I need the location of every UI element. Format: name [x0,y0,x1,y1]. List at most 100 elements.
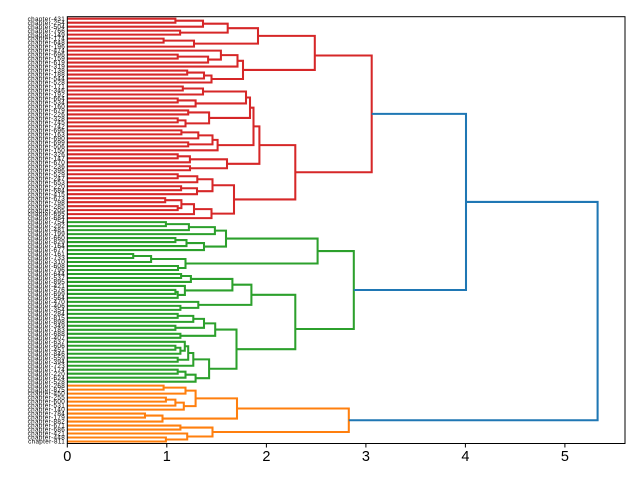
svg-text:chapter-474: chapter-474 [28,48,66,55]
svg-text:3: 3 [362,449,370,465]
svg-text:0: 0 [63,449,71,465]
svg-text:chapter-679: chapter-679 [28,108,66,115]
svg-text:chapter-798: chapter-798 [28,199,66,206]
svg-text:chapter-619: chapter-619 [28,60,66,67]
svg-text:chapter-247: chapter-247 [28,175,66,182]
svg-text:chapter-637: chapter-637 [28,339,66,346]
svg-text:chapter-673: chapter-673 [28,195,66,202]
svg-text:chapter-160: chapter-160 [28,104,66,111]
svg-text:chapter-648: chapter-648 [28,40,66,47]
svg-text:chapter-846: chapter-846 [28,351,66,358]
svg-text:chapter-406: chapter-406 [28,303,66,310]
svg-text:chapter-220: chapter-220 [28,183,66,190]
svg-text:chapter-506: chapter-506 [28,143,66,150]
svg-text:chapter-196: chapter-196 [28,44,66,51]
svg-text:1: 1 [163,449,171,465]
svg-text:chapter-504: chapter-504 [28,24,66,31]
svg-text:chapter-220: chapter-220 [28,371,66,378]
svg-text:chapter-415: chapter-415 [28,191,66,198]
svg-text:chapter-138: chapter-138 [28,68,66,75]
svg-text:chapter-684: chapter-684 [28,187,66,194]
svg-text:chapter-149: chapter-149 [28,32,66,39]
svg-text:chapter-451: chapter-451 [28,347,66,354]
svg-text:chapter-529: chapter-529 [28,171,66,178]
svg-text:chapter-606: chapter-606 [28,343,66,350]
svg-text:chapter-644: chapter-644 [28,271,66,278]
svg-text:chapter-576: chapter-576 [28,287,66,294]
svg-text:chapter-354: chapter-354 [28,307,66,314]
svg-text:chapter-690: chapter-690 [28,135,66,142]
svg-text:chapter-754: chapter-754 [28,219,66,226]
svg-text:chapter-421: chapter-421 [28,431,66,438]
svg-text:chapter-875: chapter-875 [28,387,66,394]
svg-text:chapter-664: chapter-664 [28,96,66,103]
svg-text:chapter-528: chapter-528 [28,379,66,386]
svg-text:chapter-653: chapter-653 [28,179,66,186]
svg-text:chapter-292: chapter-292 [28,223,66,230]
svg-text:chapter-326: chapter-326 [28,151,66,158]
svg-text:chapter-150: chapter-150 [28,147,66,154]
svg-text:chapter-285: chapter-285 [28,203,66,210]
svg-text:chapter-688: chapter-688 [28,331,66,338]
svg-text:chapter-236: chapter-236 [28,163,66,170]
svg-text:chapter-660: chapter-660 [28,235,66,242]
svg-text:chapter-815: chapter-815 [28,315,66,322]
svg-text:chapter-686: chapter-686 [28,427,66,434]
svg-text:chapter-534: chapter-534 [28,100,66,107]
svg-text:chapter-319: chapter-319 [28,64,66,71]
svg-text:chapter-450: chapter-450 [28,391,66,398]
svg-text:chapter-670: chapter-670 [28,159,66,166]
svg-text:chapter-671: chapter-671 [28,423,66,430]
svg-text:chapter-564: chapter-564 [28,295,66,302]
svg-text:chapter-310: chapter-310 [28,259,66,266]
svg-text:chapter-745: chapter-745 [28,120,66,127]
svg-text:chapter-174: chapter-174 [28,36,66,43]
svg-text:4: 4 [461,449,469,465]
svg-text:chapter-328: chapter-328 [28,116,66,123]
svg-text:chapter-205: chapter-205 [28,207,66,214]
svg-text:chapter-898: chapter-898 [28,319,66,326]
svg-text:chapter-140: chapter-140 [28,407,66,414]
svg-text:chapter-531: chapter-531 [28,403,66,410]
svg-text:chapter-349: chapter-349 [28,323,66,330]
svg-text:chapter-407: chapter-407 [28,335,66,342]
svg-text:chapter-161: chapter-161 [28,251,66,258]
svg-text:chapter-346: chapter-346 [28,88,66,95]
svg-text:chapter-171: chapter-171 [28,84,66,91]
svg-text:chapter-695: chapter-695 [28,211,66,218]
svg-text:chapter-699: chapter-699 [28,139,66,146]
svg-text:chapter-254: chapter-254 [28,20,66,27]
svg-text:chapter-895: chapter-895 [28,279,66,286]
svg-text:chapter-147: chapter-147 [28,155,66,162]
svg-text:chapter-188: chapter-188 [28,72,66,79]
svg-text:chapter-396: chapter-396 [28,167,66,174]
svg-text:2: 2 [262,449,270,465]
svg-text:chapter-677: chapter-677 [28,247,66,254]
svg-text:chapter-481: chapter-481 [28,227,66,234]
svg-text:chapter-829: chapter-829 [28,239,66,246]
svg-text:chapter-179: chapter-179 [28,415,66,422]
svg-text:chapter-164: chapter-164 [28,243,66,250]
svg-text:chapter-696: chapter-696 [28,127,66,134]
svg-text:chapter-624: chapter-624 [28,375,66,382]
svg-text:chapter-544: chapter-544 [28,76,66,83]
svg-text:chapter-255: chapter-255 [28,395,66,402]
svg-text:chapter-537: chapter-537 [28,275,66,282]
svg-text:chapter-448: chapter-448 [28,435,66,442]
svg-text:chapter-192: chapter-192 [28,92,66,99]
svg-text:chapter-559: chapter-559 [28,355,66,362]
svg-text:chapter-608: chapter-608 [28,263,66,270]
svg-text:chapter-183: chapter-183 [28,327,66,334]
svg-text:chapter-766: chapter-766 [28,28,66,35]
svg-text:chapter-174: chapter-174 [28,367,66,374]
svg-text:chapter-742: chapter-742 [28,123,66,130]
svg-text:chapter-421: chapter-421 [28,283,66,290]
svg-text:5: 5 [561,449,569,465]
svg-text:chapter-394: chapter-394 [28,359,66,366]
svg-text:chapter-811: chapter-811 [28,439,65,446]
svg-text:chapter-226: chapter-226 [28,112,66,119]
svg-text:chapter-796: chapter-796 [28,267,66,274]
svg-text:chapter-699: chapter-699 [28,291,66,298]
svg-text:chapter-284: chapter-284 [28,311,66,318]
svg-text:chapter-528: chapter-528 [28,80,66,87]
